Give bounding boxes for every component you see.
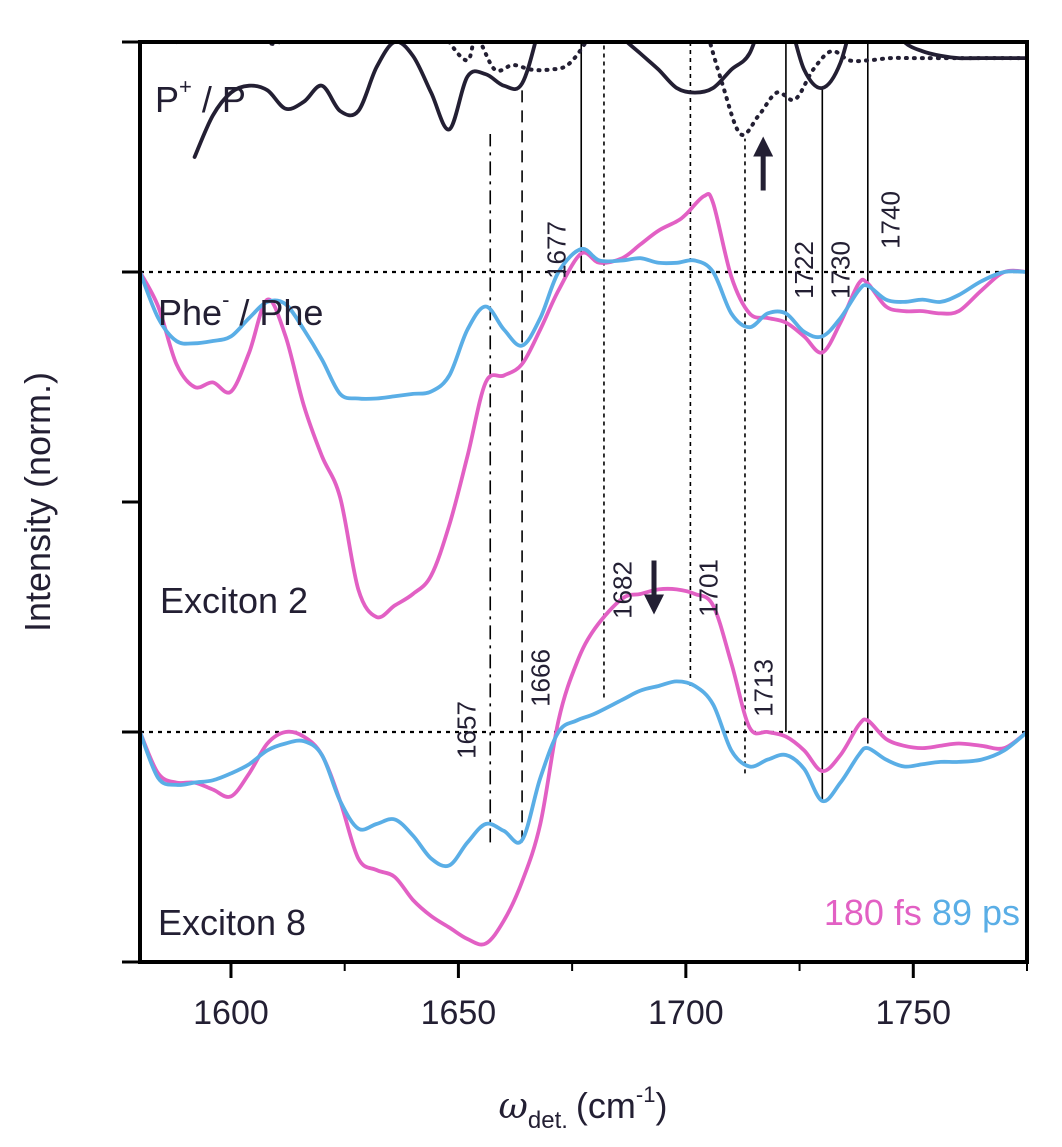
x-axis-ticks: 1600 1650 1700 1750: [193, 962, 1028, 1032]
series-exciton-8-180-fs: [140, 586, 1027, 947]
x-tick-label-1600: 1600: [193, 994, 269, 1032]
legend: 180 fs 89 ps: [824, 892, 1020, 933]
plot-frame: [138, 40, 1029, 964]
panel-label-phe-base: Phe: [158, 292, 222, 333]
panel-label-phe-rest: / Phe: [229, 292, 323, 333]
series-lines: [140, 42, 1027, 947]
panel-label-phe: Phe- / Phe: [158, 287, 323, 333]
panel-label-top-sup: +: [179, 74, 192, 99]
panel-label-top: P+ / P: [155, 74, 246, 120]
annotation-label-1701: 1701: [694, 559, 724, 617]
arrows: [644, 136, 774, 615]
panel-label-exciton8: Exciton 8: [158, 902, 306, 943]
series-phe-phe: [174, 42, 1027, 138]
panel-label-phe-sup: -: [222, 287, 229, 312]
panel-label-top-base: P: [155, 79, 179, 120]
series-exciton-8-89-ps: [140, 679, 1027, 869]
panel-label-top-rest: / P: [192, 79, 246, 120]
x-axis-label-superscript: -1: [636, 1082, 656, 1107]
legend-entry-180fs: 180 fs: [824, 892, 922, 933]
annotation-label-1730: 1730: [826, 241, 856, 299]
annotation-lines: [489, 42, 869, 843]
annotation-label-1682: 1682: [607, 561, 637, 619]
x-axis-label-subscript: det.: [528, 1107, 568, 1134]
annotation-label-1713: 1713: [748, 659, 778, 717]
x-axis-label-unit: (cm: [576, 1085, 636, 1126]
annotation-label-1657: 1657: [452, 701, 482, 759]
x-axis-label-symbol: ω: [499, 1086, 528, 1127]
panel-label-exciton2: Exciton 2: [160, 580, 308, 621]
annotation-label-1666: 1666: [525, 649, 555, 707]
annotation-label-1677: 1677: [541, 221, 571, 279]
baselines: [140, 270, 1027, 734]
y-axis-ticks: [122, 40, 140, 964]
legend-spacer: [922, 892, 932, 933]
x-axis-label: ωdet. (cm-1): [499, 1082, 668, 1134]
annotation-labels: 1657 1666 1677 1682 1701 1713 1722 1730 1740: [452, 191, 906, 759]
y-axis-label: Intensity (norm.): [17, 372, 58, 632]
series-p-p: [192, 42, 1027, 159]
legend-entry-89ps: 89 ps: [932, 892, 1020, 933]
annotation-label-1740: 1740: [876, 191, 906, 249]
series-exciton-2-89-ps: [140, 246, 1027, 401]
x-tick-label-1750: 1750: [875, 994, 951, 1032]
x-axis-label-close: ): [655, 1085, 667, 1126]
x-tick-label-1650: 1650: [421, 994, 497, 1032]
x-tick-label-1700: 1700: [648, 994, 724, 1032]
annotation-label-1722: 1722: [789, 241, 819, 299]
series-exciton-2-180-fs: [140, 191, 1027, 620]
